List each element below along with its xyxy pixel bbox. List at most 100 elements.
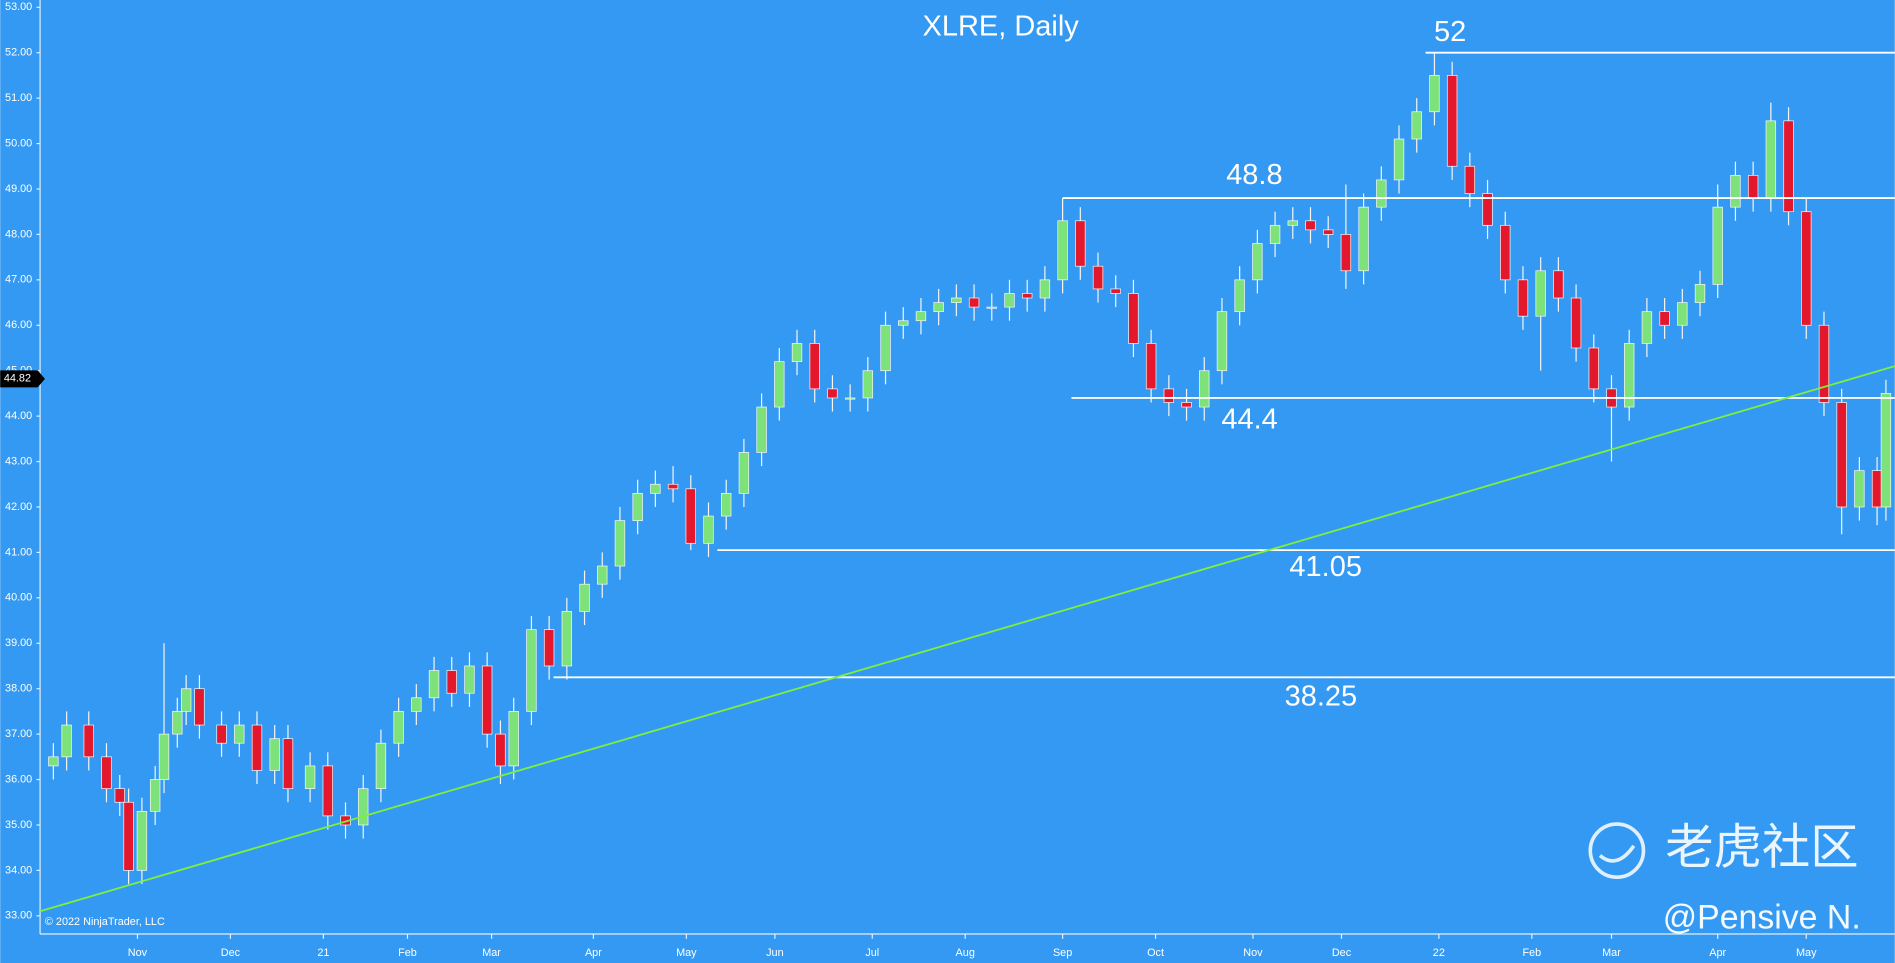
candle-body [720,492,732,517]
candle-body [194,688,205,726]
candle-body [269,738,280,771]
candle-body [951,297,962,303]
candle-body [774,361,785,408]
candle-body [83,724,94,758]
level-label: 48.8 [1226,159,1282,191]
x-tick-label: Mar [482,947,501,959]
candle-body [1287,220,1298,226]
candle-body [1411,111,1422,140]
candle-body [1234,279,1245,312]
candle-body [1358,206,1369,272]
candle-body [216,724,227,744]
candle-body [1783,120,1794,213]
candle-body [1110,288,1121,294]
x-tick-label: Aug [956,947,975,959]
y-tick-label: 33.00 [5,910,32,922]
candle-body [1092,265,1104,290]
candle-body [933,302,944,312]
candle-body [986,306,997,309]
candle-body [1570,297,1582,349]
candle-body [1836,402,1847,508]
y-tick-label: 49.00 [5,183,32,195]
watermark: 老虎社区 [1665,820,1858,874]
x-tick-label: Dec [1332,947,1352,959]
chart-title: XLRE, Daily [923,10,1080,42]
author: @Pensive N. [1663,898,1861,936]
candle-body [393,711,404,744]
candle-body [149,779,161,812]
y-tick-label: 44.00 [5,410,32,422]
y-tick-label: 43.00 [5,455,32,467]
candle-body [1535,270,1546,317]
candle-body [968,297,980,308]
y-tick-label: 37.00 [5,728,32,740]
x-tick-label: 22 [1433,947,1445,959]
candle-body [172,711,183,735]
candle-body [1765,120,1777,199]
candle-body [304,765,316,789]
candle-body [1252,243,1263,281]
candle-body [1712,206,1723,285]
candle-body [61,724,72,758]
x-tick-label: Feb [1522,947,1541,959]
candle-body [898,320,909,326]
candle-body [738,452,750,494]
y-tick-label: 36.00 [5,773,32,785]
candle-body [1641,311,1653,344]
candle-body [632,492,643,521]
candle-body [1624,343,1635,408]
x-tick-label: 21 [317,947,329,959]
candle-body [915,311,927,322]
y-tick-label: 41.00 [5,546,32,558]
y-tick-label: 46.00 [5,319,32,331]
candle-body [1216,311,1228,372]
candle-body [685,488,696,544]
candle-body [579,583,590,612]
candle-body [1871,470,1883,508]
last-price-tag [0,370,45,388]
y-tick-label: 47.00 [5,274,32,286]
candle-body [1818,324,1830,403]
candle-body [481,665,493,735]
level-label: 41.05 [1289,551,1362,583]
logo-ring [1588,822,1646,880]
y-tick-label: 38.00 [5,683,32,695]
candle-body [1340,234,1352,272]
x-tick-label: Dec [221,947,241,959]
candle-body [1730,174,1741,208]
last-price-label: 44.82 [4,373,31,385]
candle-body [1517,279,1529,317]
candle-body [123,801,134,871]
candle-body [375,742,387,789]
candle-body [180,688,192,712]
x-tick-label: Apr [585,947,602,959]
candle-body [1677,302,1688,326]
candle-body [880,324,891,372]
candle-body [1021,293,1033,299]
candle-body [756,406,767,453]
candle-body [1747,174,1759,199]
candle-body [667,483,679,490]
y-tick-label: 48.00 [5,228,32,240]
x-tick-label: May [1796,947,1817,959]
y-tick-label: 52.00 [5,47,32,59]
copyright: © 2022 NinjaTrader, LLC [45,916,165,928]
y-tick-label: 53.00 [5,1,32,13]
candle-body [1880,393,1892,508]
x-tick-label: Mar [1602,947,1621,959]
candle-body [809,343,820,390]
candle-body [1128,293,1139,344]
candle-body [526,629,537,712]
candle-body [1659,311,1670,326]
watermark-logo [1588,822,1646,880]
y-tick-label: 40.00 [5,592,32,604]
x-tick-label: Nov [128,947,148,959]
candle-body [561,611,573,667]
candle-body [411,697,422,712]
candle-body [703,515,714,544]
candle-body [251,724,263,771]
candle-body [844,397,856,400]
candle-body [1039,279,1051,299]
candle-body [827,388,838,399]
